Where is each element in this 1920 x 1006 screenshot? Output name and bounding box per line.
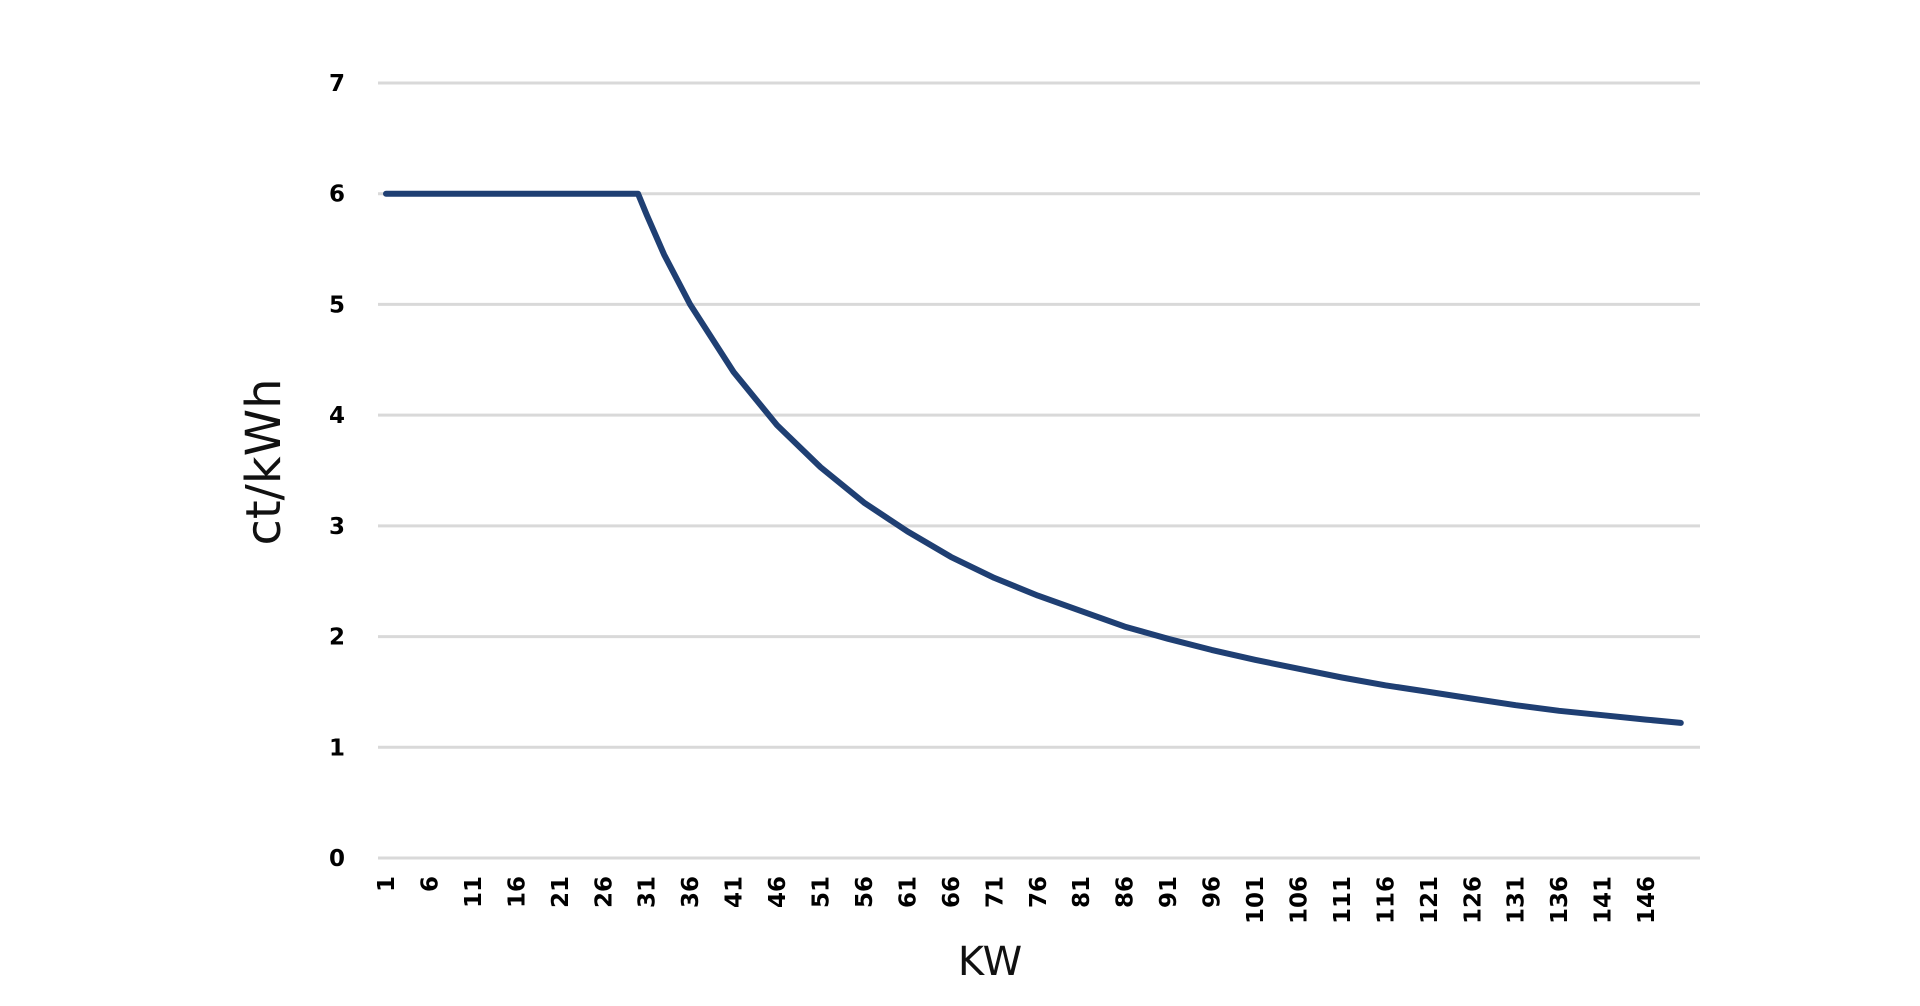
gridlines [378, 81, 1700, 860]
x-tick-label: 91 [1156, 876, 1182, 908]
x-axis-ticks: 1 6 11 16 21 26 31 36 41 46 51 56 61 66 71 76 81 86 91 96 10… [374, 876, 1660, 924]
x-tick-label: 11 [461, 876, 487, 908]
x-axis-label: KW [958, 939, 1022, 985]
x-tick-label: 101 [1243, 876, 1269, 924]
x-tick-label: 126 [1460, 876, 1486, 924]
x-tick-label: 76 [1026, 876, 1052, 908]
x-tick-label: 146 [1634, 876, 1660, 924]
x-tick-label: 61 [895, 876, 921, 908]
x-tick-label: 26 [591, 876, 617, 908]
x-tick-label: 106 [1286, 876, 1312, 924]
x-tick-label: 141 [1591, 876, 1617, 924]
y-tick-label: 2 [329, 625, 345, 651]
x-tick-label: 21 [548, 876, 574, 908]
y-tick-label: 0 [329, 846, 345, 872]
x-tick-label: 51 [809, 876, 835, 908]
x-tick-label: 81 [1069, 876, 1095, 908]
series-layer [383, 190, 1684, 726]
x-tick-label: 16 [504, 876, 530, 908]
x-tick-label: 116 [1373, 876, 1399, 924]
x-tick-label: 131 [1504, 876, 1530, 924]
x-tick-label: 136 [1547, 876, 1573, 924]
x-tick-label: 71 [982, 876, 1008, 908]
x-tick-label: 41 [722, 876, 748, 908]
y-axis-label: ct/kWh [236, 378, 292, 545]
x-tick-label: 36 [678, 876, 704, 908]
y-tick-label: 7 [329, 71, 345, 97]
x-tick-label: 86 [1113, 876, 1139, 908]
x-tick-label: 6 [417, 876, 443, 892]
x-tick-label: 96 [1200, 876, 1226, 908]
x-tick-label: 46 [765, 876, 791, 908]
y-tick-label: 3 [329, 514, 345, 540]
x-tick-label: 31 [635, 876, 661, 908]
x-tick-label: 121 [1417, 876, 1443, 924]
y-tick-label: 5 [329, 292, 345, 318]
x-tick-label: 56 [852, 876, 878, 908]
x-tick-label: 111 [1330, 876, 1356, 924]
y-tick-label: 1 [329, 735, 345, 761]
y-tick-label: 4 [329, 403, 345, 429]
x-tick-label: 1 [374, 876, 400, 892]
y-tick-label: 6 [329, 182, 345, 208]
series-line-0 [383, 190, 1684, 726]
y-axis-ticks: 0 1 2 3 4 5 6 7 [329, 71, 345, 872]
x-tick-label: 66 [939, 876, 965, 908]
